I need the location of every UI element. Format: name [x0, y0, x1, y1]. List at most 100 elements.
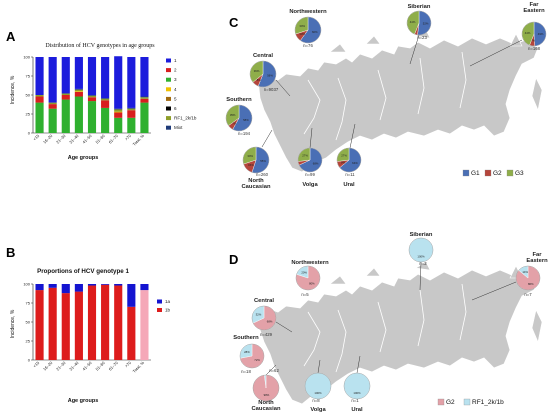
- region-label: Caucasian: [242, 184, 271, 190]
- region-n-label: n=429: [260, 332, 273, 337]
- region-label: Siberian: [408, 4, 431, 10]
- chart-a: Distribution of HCV genotypes in age gro…: [10, 42, 197, 161]
- region-label: North: [248, 178, 264, 184]
- bar-segment-3: [127, 117, 136, 133]
- legend-swatch: [506, 169, 514, 177]
- bar-segment-2: [48, 104, 57, 109]
- x-tick-label: 21–30: [55, 360, 67, 372]
- pie-pct-label: 30%: [299, 24, 305, 28]
- region-label: Ural: [343, 182, 355, 188]
- chart-a-xlabel: Age groups: [68, 155, 99, 161]
- bar-segment-rf12k1b: [48, 102, 57, 105]
- x-tick-label: 61–70: [108, 360, 120, 372]
- pie-pct-label: 10%: [299, 32, 305, 36]
- bar-segment-4: [74, 91, 83, 92]
- map-d-pies: 80% 20% Northwestern n=5 100% Siberian n=2 86% 1…: [233, 232, 548, 413]
- region-n-label: n=1: [351, 398, 359, 403]
- chart-b-ylabel: Incidence, %: [10, 309, 16, 338]
- region-n-label: n=18: [241, 369, 251, 374]
- pie-outline: [249, 60, 277, 88]
- region-label: Central: [254, 298, 274, 304]
- pie-pct-label: 44%: [525, 31, 531, 35]
- bar-segment-mixt: [140, 96, 149, 98]
- bar-segment-1a: [61, 284, 70, 294]
- y-tick-label: 75: [26, 301, 31, 306]
- pie-outline: [297, 147, 323, 173]
- region-pie-ural: 64% 9% 27% Ural n=11: [336, 123, 362, 188]
- pie-pct-label: 15%: [248, 163, 254, 167]
- bar-segment-1: [74, 57, 83, 89]
- pie-pct-label: 68%: [267, 320, 273, 324]
- pie-outline: [304, 372, 332, 400]
- pie-outline: [406, 10, 432, 36]
- legend-label: 4: [174, 87, 177, 92]
- pie-pct-label: 64%: [352, 161, 358, 165]
- legend-label: G2: [446, 399, 455, 406]
- bar-segment-1b: [61, 293, 70, 360]
- region-pie-siberian: 52% 44% Siberian n=23: [406, 4, 432, 65]
- bar-segment-1b: [114, 285, 123, 360]
- pie-pct-label: 27%: [341, 154, 347, 158]
- region-label: Northwestern: [289, 9, 327, 15]
- x-tick-label: <15: [32, 133, 41, 142]
- y-tick-label: 0: [28, 131, 31, 136]
- bar-segment-1a: [48, 284, 57, 288]
- legend-swatch: [166, 87, 171, 92]
- region-label: Northwestern: [291, 260, 329, 266]
- bar-segment-1a: [87, 284, 97, 286]
- pie-pct-label: 44%: [410, 20, 416, 24]
- pie-pct-label: 52%: [423, 21, 429, 25]
- legend-label: G2: [493, 170, 502, 177]
- leader-line: [261, 129, 273, 148]
- legend-label: 1a: [165, 299, 171, 304]
- legend-swatch: [166, 77, 171, 82]
- map-c-pies: 60% 10% 30% Northwestern n=76 52% 44% Siberian n…: [225, 2, 547, 190]
- pie-pct-label: 7%: [232, 121, 237, 125]
- region-n-label: n=23: [417, 35, 427, 40]
- region-n-label: n=194: [238, 131, 251, 136]
- pie-pct-label: 32%: [256, 312, 262, 316]
- region-label: Caucasian: [252, 406, 281, 412]
- pie-outline: [336, 147, 362, 173]
- pie-pct-label: 20%: [301, 271, 307, 275]
- region-n-label: n=76: [303, 43, 313, 48]
- region-n-label: n=62: [269, 368, 279, 373]
- x-tick-label: 16–20: [42, 133, 54, 145]
- chart-b-plot-area: 0 25 50 75 100 <15 16–20 21–30 31–40 41–50 51–60 61…: [23, 282, 151, 374]
- bar-segment-1b: [74, 291, 83, 360]
- region-label: Volga: [310, 407, 326, 413]
- bar-segment-mixt: [114, 108, 123, 110]
- bar-segment-1a: [101, 284, 110, 285]
- pie-pct-label: 30%: [247, 154, 253, 158]
- bar-segment-3: [48, 108, 57, 133]
- x-tick-label: 51–60: [94, 360, 106, 372]
- bar-segment-3: [35, 102, 44, 133]
- bar-segment-1: [35, 57, 44, 95]
- region-n-label: n=260: [256, 172, 269, 177]
- legend-swatch: [166, 96, 171, 101]
- bar-segment-1a: [114, 284, 123, 286]
- pie-pct-label: 68%: [313, 162, 319, 166]
- bar-segment-rf12k1b: [87, 95, 97, 98]
- x-tick-label: >70: [124, 360, 133, 369]
- x-tick-label: 31–40: [68, 360, 80, 372]
- x-tick-label: 41–50: [81, 360, 93, 372]
- pie-pct-label: 100%: [417, 255, 425, 259]
- bar-segment-1: [101, 57, 110, 99]
- panel-label-d: D: [229, 252, 238, 267]
- bar-segment-1a: [35, 284, 44, 291]
- bar-segment-2: [35, 96, 44, 103]
- region-label: North: [258, 400, 274, 406]
- bar-segment-2: [87, 97, 97, 102]
- pie-pct-label: 98%: [264, 393, 270, 397]
- x-tick-label: 61–70: [108, 133, 120, 145]
- bar-segment-1b: [127, 306, 136, 360]
- region-n-label: n=2: [419, 261, 427, 266]
- legend-swatch: [166, 106, 171, 111]
- panel-label-a: A: [6, 29, 16, 44]
- leader-line: [356, 355, 361, 374]
- region-label: Eastern: [526, 258, 548, 264]
- y-tick-label: 100: [23, 55, 30, 60]
- bar-segment-rf12k1b: [127, 108, 136, 111]
- leader-line: [317, 359, 321, 374]
